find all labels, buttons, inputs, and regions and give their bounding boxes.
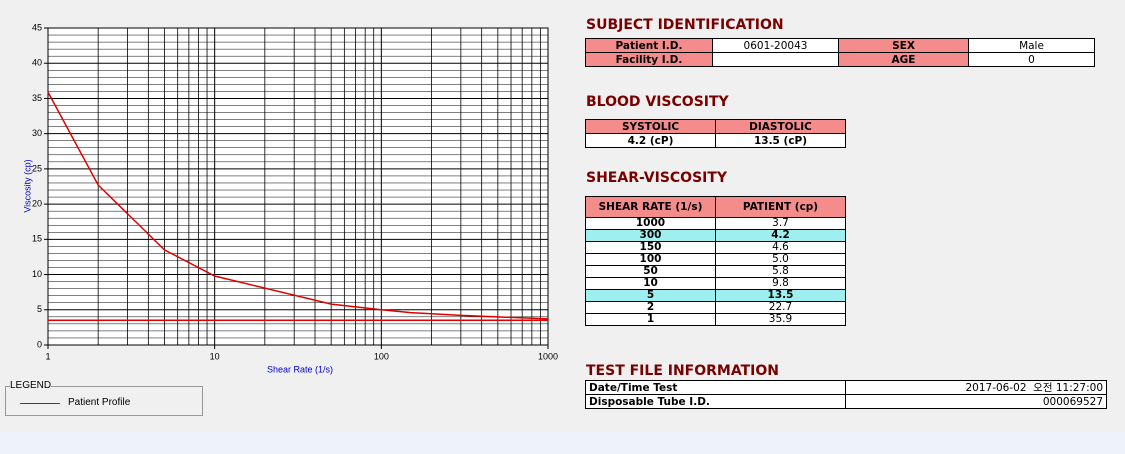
table-cell: SYSTOLIC [585, 119, 716, 134]
table-cell: 2 [585, 301, 716, 314]
legend-swatch [20, 403, 60, 404]
table-cell: Disposable Tube I.D. [585, 394, 846, 409]
y-axis-label: Viscosity (cp) [22, 159, 32, 212]
table-cell: 150 [585, 241, 716, 254]
table-row: 100 5.0 [585, 253, 846, 266]
data-line [47, 91, 549, 320]
y-tick-label: 20 [32, 198, 42, 208]
legend-label: Patient Profile [68, 397, 131, 408]
table-row: Facility I.D. AGE 0 [585, 52, 1095, 67]
section-title: BLOOD VISCOSITY [586, 94, 729, 110]
x-tick-label: 10 [210, 351, 220, 361]
y-tick-label: 45 [32, 22, 42, 32]
y-tick-label: 15 [32, 234, 42, 244]
blood-viscosity-table: SYSTOLIC DIASTOLIC 4.2 (cP) 13.5 (cP) [585, 119, 846, 148]
section-title: SHEAR-VISCOSITY [586, 170, 728, 186]
table-row: Date/Time Test 2017-06-02 오전 11:27:00 [585, 380, 1107, 395]
y-tick-label: 0 [37, 339, 42, 349]
table-row: SHEAR RATE (1/s) PATIENT (cp) [585, 196, 846, 218]
x-tick-label: 100 [374, 351, 389, 361]
table-cell: SEX [838, 38, 969, 53]
test-file-table: Date/Time Test 2017-06-02 오전 11:27:00 Disp… [585, 380, 1107, 409]
table-row: 50 5.8 [585, 265, 846, 278]
table-cell [712, 52, 839, 67]
table-cell: 4.2 (cP) [585, 133, 716, 148]
table-cell: 13.5 (cP) [715, 133, 846, 148]
table-cell: Male [968, 38, 1095, 53]
chart: Shear Rate (1/s) Viscosity (cp) 0 5 10 15 20… [22, 22, 558, 374]
table-row: Disposable Tube I.D. 000069527 [585, 394, 1107, 409]
table-cell: 2017-06-02 오전 11:27:00 [845, 380, 1107, 395]
table-row: 1 35.9 [585, 313, 846, 326]
legend-title: LEGEND [10, 380, 52, 391]
y-tick-label: 35 [32, 93, 42, 103]
table-cell: 0601-20043 [712, 38, 839, 53]
table-cell: PATIENT (cp) [715, 196, 846, 218]
y-tick-label: 10 [32, 269, 42, 279]
table-cell: 4.6 [715, 241, 846, 254]
table-cell: 0 [968, 52, 1095, 67]
y-tick-label: 5 [37, 304, 42, 314]
table-row: 300 4.2 [585, 229, 846, 242]
x-axis-label: Shear Rate (1/s) [267, 364, 333, 374]
table-cell: 000069527 [845, 394, 1107, 409]
table-cell: 5.0 [715, 253, 846, 266]
table-cell: 35.9 [715, 313, 846, 326]
footer-strip [0, 432, 1125, 454]
y-tick-label: 40 [32, 58, 42, 68]
table-row: 5 13.5 [585, 289, 846, 302]
table-cell: 50 [585, 265, 716, 278]
section-title: TEST FILE INFORMATION [586, 363, 779, 379]
table-cell: AGE [838, 52, 969, 67]
table-row: 1000 3.7 [585, 217, 846, 230]
table-cell: 100 [585, 253, 716, 266]
table-row: Patient I.D. 0601-20043 SEX Male [585, 38, 1095, 53]
table-row: SYSTOLIC DIASTOLIC [585, 119, 846, 134]
section-title: SUBJECT IDENTIFICATION [586, 17, 784, 33]
table-cell: Patient I.D. [585, 38, 713, 53]
table-cell: 9.8 [715, 277, 846, 290]
y-tick-label: 25 [32, 163, 42, 173]
table-cell: 13.5 [715, 289, 846, 302]
table-row: 2 22.7 [585, 301, 846, 314]
table-cell: 22.7 [715, 301, 846, 314]
table-cell: 5.8 [715, 265, 846, 278]
x-tick-label: 1 [45, 351, 50, 361]
shear-viscosity-table: SHEAR RATE (1/s) PATIENT (cp) 1000 3.7 300 4.… [585, 196, 846, 326]
table-cell: Facility I.D. [585, 52, 713, 67]
table-cell: 300 [585, 229, 716, 242]
table-cell: 1000 [585, 217, 716, 230]
legend: LEGEND Patient Profile [5, 380, 203, 416]
table-cell: 10 [585, 277, 716, 290]
subject-table: Patient I.D. 0601-20043 SEX Male Facility I.… [585, 38, 1095, 67]
x-tick-label: 1000 [538, 351, 558, 361]
table-row: 4.2 (cP) 13.5 (cP) [585, 133, 846, 148]
table-cell: Date/Time Test [585, 380, 846, 395]
table-cell: 3.7 [715, 217, 846, 230]
plot-area [47, 27, 549, 346]
y-tick-label: 30 [32, 128, 42, 138]
table-row: 10 9.8 [585, 277, 846, 290]
table-cell: DIASTOLIC [715, 119, 846, 134]
table-row: 150 4.6 [585, 241, 846, 254]
table-cell: SHEAR RATE (1/s) [585, 196, 716, 218]
table-cell: 5 [585, 289, 716, 302]
table-cell: 4.2 [715, 229, 846, 242]
table-cell: 1 [585, 313, 716, 326]
